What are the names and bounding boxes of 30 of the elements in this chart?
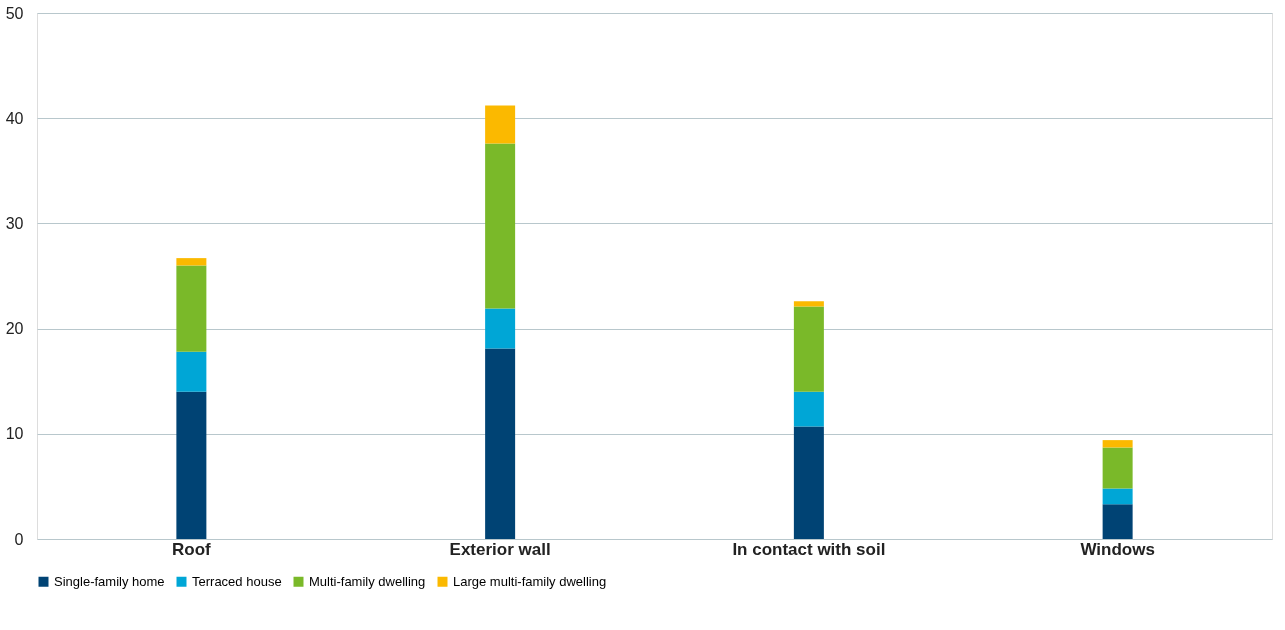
bar xyxy=(1102,447,1133,489)
bar xyxy=(485,308,516,349)
bar xyxy=(1102,504,1133,539)
bar xyxy=(1102,440,1133,448)
x-tick-label: Roof xyxy=(172,539,212,559)
legend-label: Single-family home xyxy=(54,573,165,589)
y-tick-label: 40 xyxy=(5,109,24,127)
bar xyxy=(485,143,516,309)
bar xyxy=(793,391,824,427)
x-tick-label: In contact with soil xyxy=(732,539,886,559)
bar xyxy=(793,426,824,539)
y-tick-label: 50 xyxy=(5,4,24,22)
bar xyxy=(793,301,824,307)
x-tick-label: Windows xyxy=(1080,539,1155,559)
bar xyxy=(176,258,207,266)
y-tick-label: 20 xyxy=(5,320,24,338)
legend-label: Large multi-family dwelling xyxy=(453,573,607,589)
bar xyxy=(485,348,516,539)
bar xyxy=(176,391,207,539)
x-tick-label: Exterior wall xyxy=(449,539,551,559)
y-tick-label: 30 xyxy=(5,214,24,232)
bar xyxy=(1102,488,1133,505)
bar xyxy=(485,105,516,144)
legend-label: Terraced house xyxy=(192,573,282,589)
y-tick-label: 10 xyxy=(5,425,24,443)
bar xyxy=(793,306,824,392)
y-tick-label: 0 xyxy=(14,530,24,548)
bar xyxy=(176,265,207,352)
legend-label: Multi-family dwelling xyxy=(309,573,426,589)
bar xyxy=(176,351,207,392)
